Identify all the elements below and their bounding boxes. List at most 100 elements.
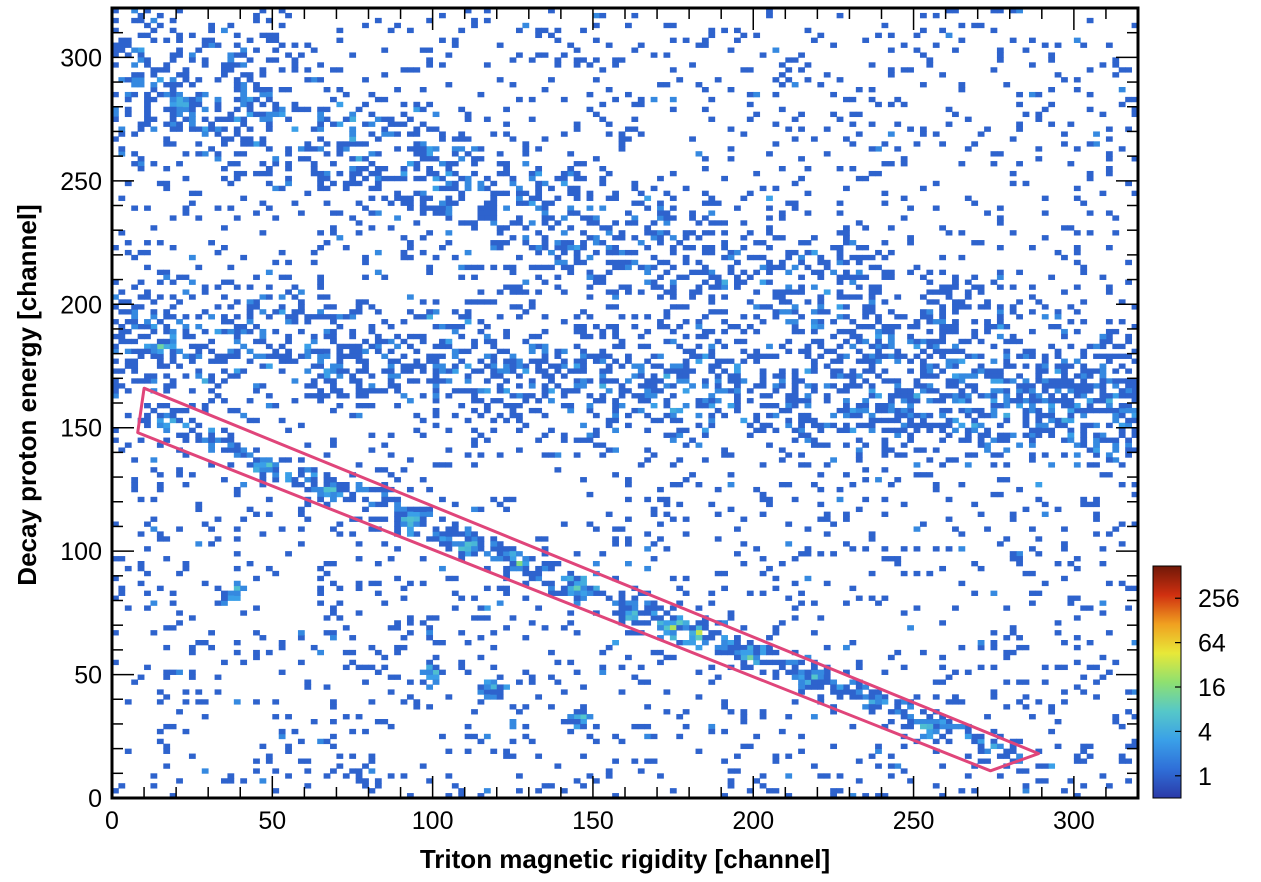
heatmap-cell [304,191,311,196]
heatmap-cell [606,596,613,601]
heatmap-cell [1125,383,1132,388]
heatmap-cell [458,630,465,635]
heatmap-cell [118,339,125,344]
heatmap-cell [561,393,568,398]
heatmap-cell [933,398,940,403]
heatmap-cell [407,487,414,492]
heatmap-cell [638,724,645,729]
heatmap-cell [702,43,709,48]
heatmap-cell [965,196,972,201]
heatmap-cell [997,270,1004,275]
heatmap-cell [708,294,715,299]
heatmap-cell [311,161,318,166]
heatmap-cell [285,339,292,344]
heatmap-cell [381,467,388,472]
heatmap-cell [324,561,331,566]
heatmap-cell [407,581,414,586]
heatmap-cell [631,364,638,369]
heatmap-cell [766,151,773,156]
heatmap-cell [407,240,414,245]
heatmap-cell [247,319,254,324]
heatmap-cell [696,235,703,240]
heatmap-cell [356,581,363,586]
heatmap-cell [240,151,247,156]
heatmap-cell [388,378,395,383]
heatmap-cell [849,280,856,285]
heatmap-cell [561,240,568,245]
heatmap-cell [1055,314,1062,319]
heatmap-cell [535,265,542,270]
heatmap-cell [503,418,510,423]
heatmap-cell [542,329,549,334]
heatmap-cell [1029,714,1036,719]
heatmap-cell [407,206,414,211]
heatmap-cell [1023,788,1030,793]
heatmap-cell [304,354,311,359]
heatmap-cell [510,497,517,502]
heatmap-cell [285,146,292,151]
heatmap-cell [407,344,414,349]
heatmap-cell [535,536,542,541]
heatmap-cell [978,734,985,739]
heatmap-cell [259,635,266,640]
heatmap-cell [567,388,574,393]
heatmap-cell [843,270,850,275]
heatmap-cell [433,462,440,467]
heatmap-cell [1100,601,1107,606]
heatmap-cell [1100,344,1107,349]
heatmap-cell [1119,408,1126,413]
heatmap-cell [792,82,799,87]
heatmap-cell [234,354,241,359]
heatmap-cell [195,507,202,512]
heatmap-cell [227,136,234,141]
heatmap-cell [234,373,241,378]
heatmap-cell [997,215,1004,220]
heatmap-cell [849,294,856,299]
heatmap-cell [702,245,709,250]
heatmap-cell [740,339,747,344]
heatmap-cell [125,181,132,186]
heatmap-cell [150,161,157,166]
heatmap-cell [516,428,523,433]
heatmap-cell [452,161,459,166]
heatmap-cell [920,13,927,18]
heatmap-cell [279,359,286,364]
heatmap-cell [445,171,452,176]
heatmap-cell [125,38,132,43]
heatmap-cell [163,364,170,369]
heatmap-cell [144,403,151,408]
heatmap-cell [1048,52,1055,57]
heatmap-cell [349,181,356,186]
heatmap-cell [830,689,837,694]
heatmap-cell [170,127,177,132]
heatmap-cell [253,141,260,146]
heatmap-cell [1106,210,1113,215]
heatmap-cell [381,176,388,181]
heatmap-cell [484,210,491,215]
heatmap-cell [189,472,196,477]
heatmap-cell [1042,452,1049,457]
heatmap-cell [522,561,529,566]
heatmap-cell [535,438,542,443]
heatmap-cell [965,304,972,309]
heatmap-cell [221,280,228,285]
heatmap-cell [131,62,138,67]
heatmap-cell [894,699,901,704]
heatmap-cell [356,462,363,467]
heatmap-cell [1106,354,1113,359]
heatmap-cell [202,285,209,290]
heatmap-cell [651,354,658,359]
heatmap-cell [484,339,491,344]
heatmap-cell [817,309,824,314]
heatmap-cell [285,477,292,482]
heatmap-cell [734,403,741,408]
heatmap-cell [965,433,972,438]
heatmap-cell [497,388,504,393]
heatmap-cell [144,92,151,97]
heatmap-cell [163,763,170,768]
heatmap-cell [413,512,420,517]
heatmap-cell [708,418,715,423]
heatmap-cell [420,364,427,369]
heatmap-cell [195,423,202,428]
heatmap-cell [753,546,760,551]
